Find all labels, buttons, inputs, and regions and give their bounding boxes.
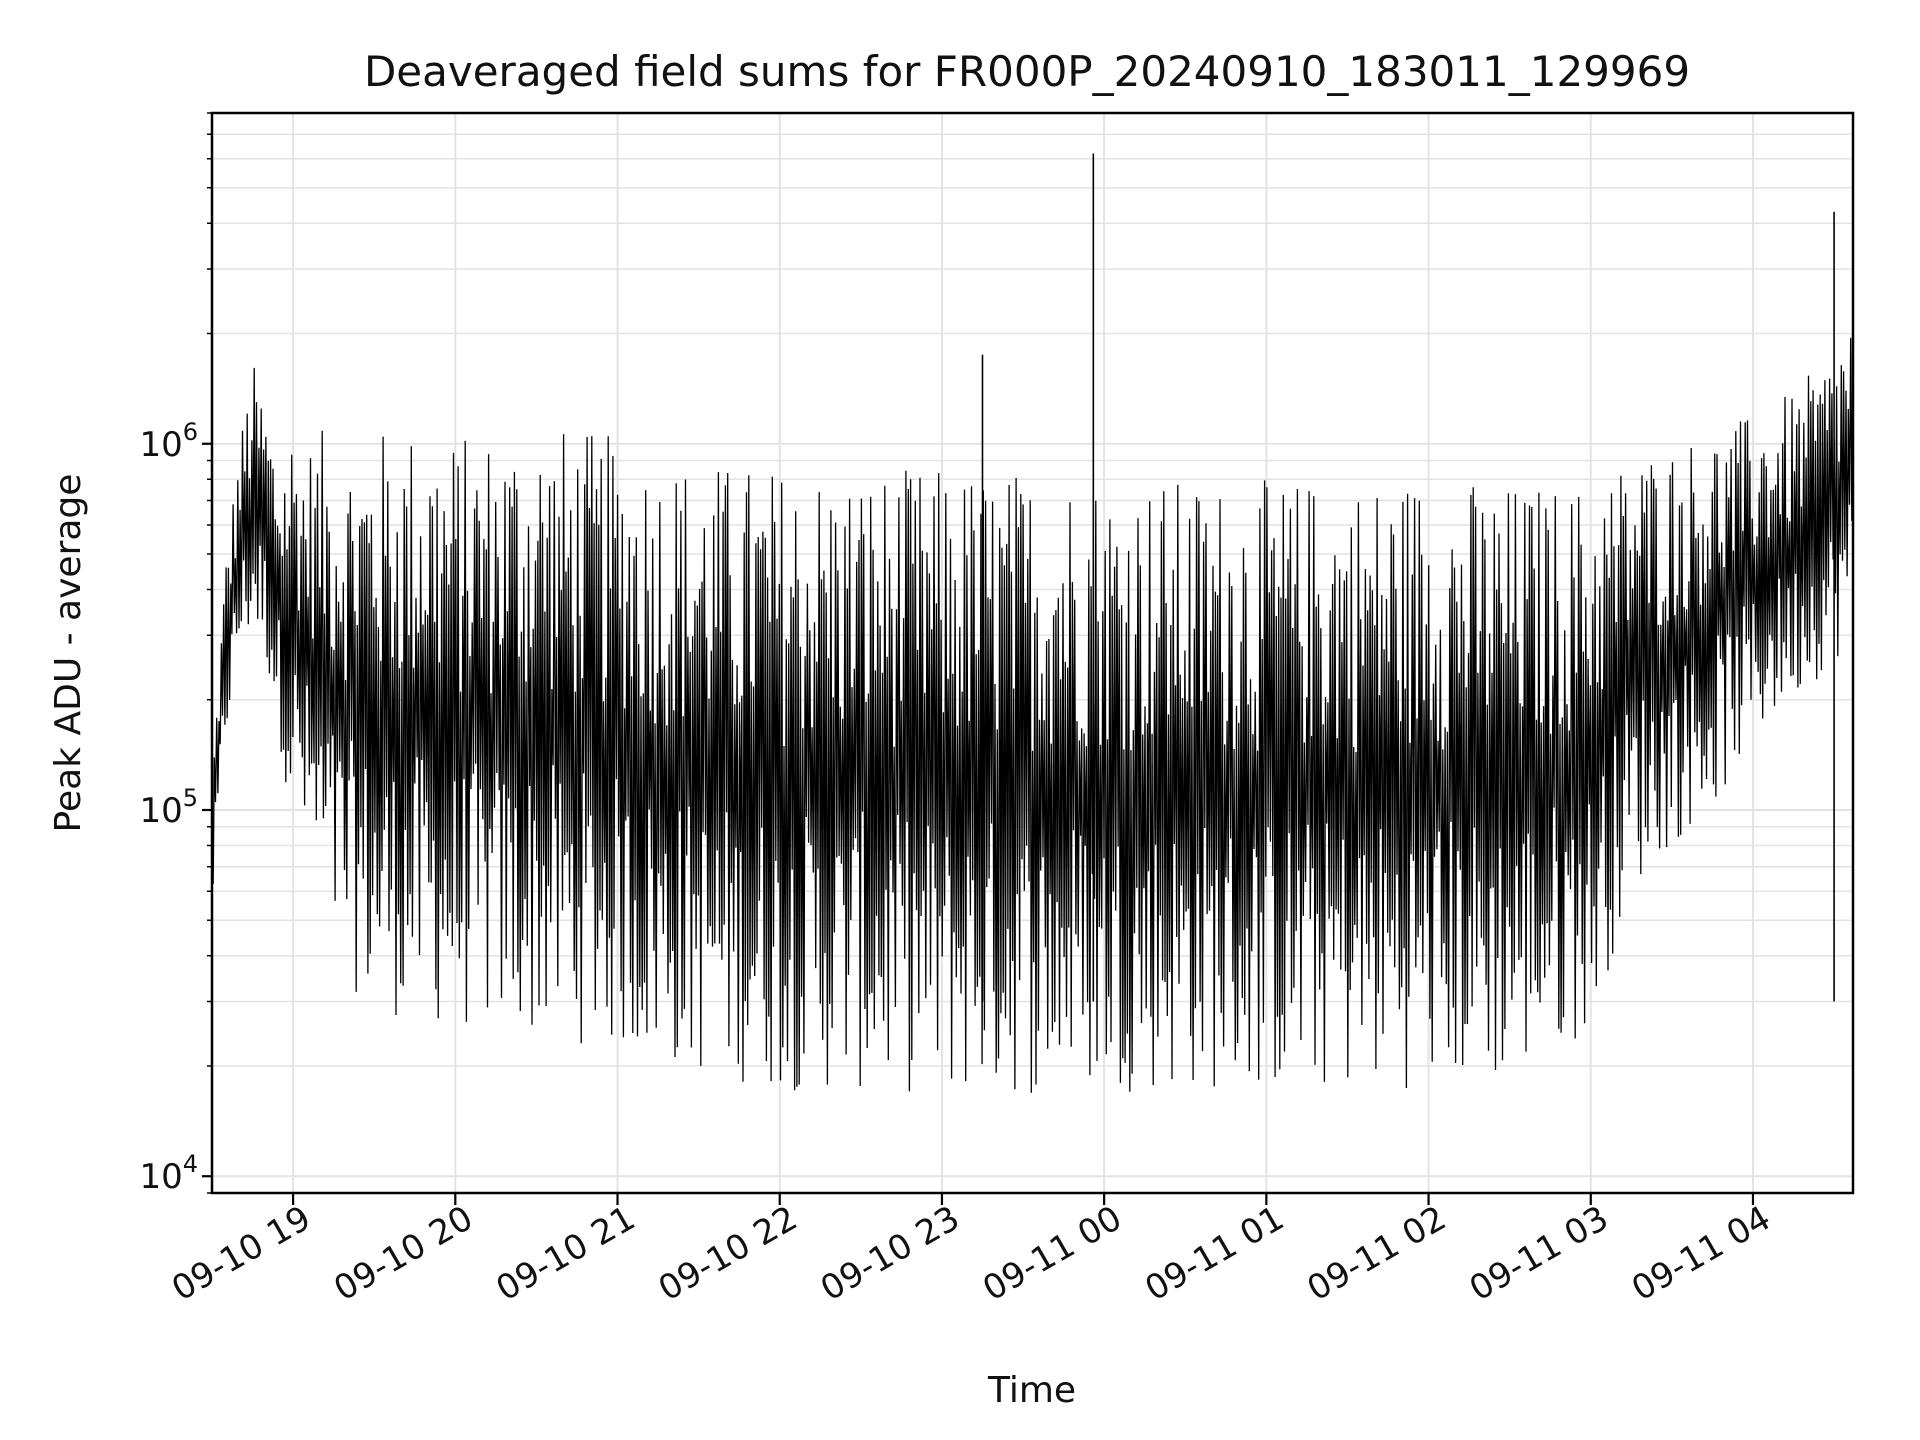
data-series [211, 153, 1854, 1093]
series-line [211, 331, 1854, 1093]
y-tick-label: 104 [139, 1150, 198, 1197]
plot-frame [210, 111, 1855, 1195]
y-tick-label: 106 [139, 418, 198, 465]
chart-title: Deaveraged field sums for FR000P_2024091… [364, 47, 1690, 96]
x-axis-label: Time [987, 1370, 1076, 1411]
y-axis-label: Peak ADU - average [48, 474, 89, 833]
y-tick-label: 105 [139, 784, 198, 831]
